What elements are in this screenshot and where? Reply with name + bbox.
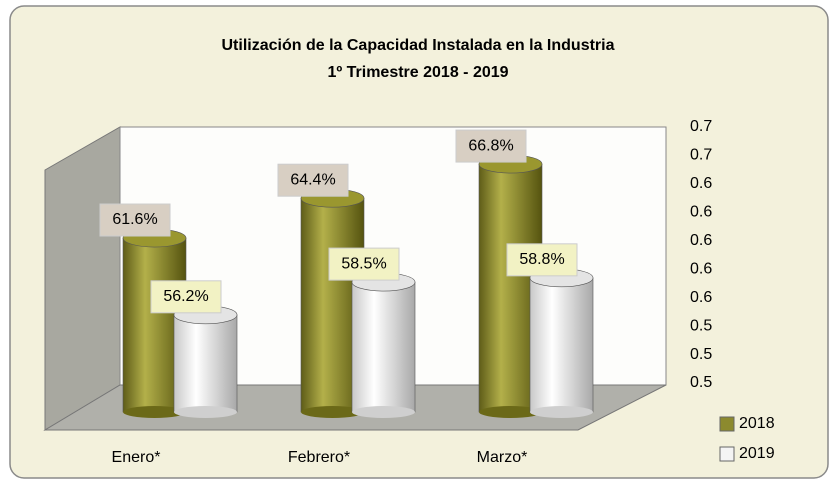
side-wall [44,126,121,431]
y-tick-label: 0.7 [690,147,712,164]
chart-title: Utilización de la Capacidad Instalada en… [222,37,615,54]
data-label: 58.5% [341,255,386,272]
y-tick-label: 0.5 [690,346,712,363]
bar-base [174,406,237,418]
data-label-box [455,129,527,163]
chart-subtitle: 1º Trimestre 2018 - 2019 [327,64,508,81]
legend-label: 2018 [739,415,775,432]
x-tick-label: Enero* [112,449,161,466]
data-label-box [277,163,349,197]
bar [351,281,416,413]
y-tick-label: 0.6 [690,260,712,277]
y-tick-label: 0.6 [690,175,712,192]
x-tick-label: Marzo* [477,449,528,466]
bar [173,314,238,413]
y-tick-label: 0.7 [690,118,712,135]
data-label-box [328,247,400,281]
bar-base [301,406,364,418]
data-label-box [99,203,171,237]
y-tick-label: 0.6 [690,232,712,249]
data-label: 61.6% [112,211,157,228]
x-tick-label: Febrero* [288,449,350,466]
legend-swatch [719,446,735,462]
bar-base [352,406,415,418]
y-tick-label: 0.6 [690,204,712,221]
bar-base [479,406,542,418]
data-label-box [506,243,578,277]
y-tick-label: 0.6 [690,289,712,306]
data-label-box [150,280,222,314]
legend-swatch [719,416,735,432]
data-label: 64.4% [290,171,335,188]
y-tick-label: 0.5 [690,317,712,334]
data-label: 58.8% [519,251,564,268]
bar-base [123,406,186,418]
data-label: 66.8% [468,137,513,154]
legend-label: 2019 [739,445,775,462]
data-label: 56.2% [163,288,208,305]
bar [529,277,594,413]
bar-base [530,406,593,418]
y-tick-label: 0.5 [690,374,712,391]
